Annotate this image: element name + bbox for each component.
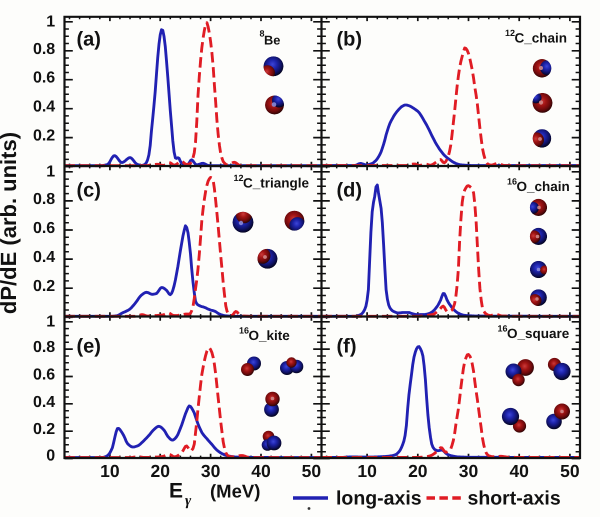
- svg-text:0.4: 0.4: [33, 99, 55, 116]
- svg-text:0.4: 0.4: [33, 249, 55, 266]
- svg-text:0.6: 0.6: [33, 70, 55, 87]
- svg-text:O_chain: O_chain: [517, 179, 570, 194]
- svg-text:40: 40: [251, 461, 271, 481]
- svg-text:20: 20: [151, 461, 171, 481]
- svg-text:0: 0: [46, 448, 55, 465]
- svg-text:long-axis: long-axis: [336, 488, 422, 510]
- svg-text:0.2: 0.2: [33, 278, 55, 295]
- svg-text:(MeV): (MeV): [210, 481, 260, 502]
- svg-text:0.2: 0.2: [33, 421, 55, 438]
- svg-text:50: 50: [560, 461, 580, 481]
- svg-text:1: 1: [46, 313, 55, 330]
- svg-text:30: 30: [459, 461, 479, 481]
- svg-text:40: 40: [509, 461, 529, 481]
- svg-text:0.2: 0.2: [33, 128, 55, 145]
- svg-text:0.8: 0.8: [33, 41, 55, 58]
- svg-text:(f): (f): [337, 335, 357, 357]
- svg-text:O_kite: O_kite: [249, 328, 291, 343]
- svg-text:(e): (e): [77, 335, 101, 357]
- svg-text:0.6: 0.6: [33, 220, 55, 237]
- svg-text:1: 1: [46, 13, 55, 30]
- svg-text:10: 10: [357, 461, 377, 481]
- svg-text:8: 8: [260, 29, 265, 39]
- svg-text:C_chain: C_chain: [515, 31, 568, 46]
- svg-text:1: 1: [46, 163, 55, 180]
- svg-text:12: 12: [505, 28, 515, 38]
- svg-text:30: 30: [201, 461, 221, 481]
- svg-text:50: 50: [302, 461, 322, 481]
- svg-text:(d): (d): [337, 180, 363, 202]
- svg-text:(b): (b): [337, 29, 363, 51]
- svg-text:16: 16: [507, 177, 517, 187]
- svg-text:20: 20: [408, 461, 428, 481]
- svg-text:C_triangle: C_triangle: [243, 176, 310, 191]
- svg-text:16: 16: [239, 326, 249, 336]
- svg-text:12: 12: [234, 173, 244, 183]
- svg-text:E: E: [169, 480, 183, 503]
- svg-text:γ: γ: [185, 493, 192, 509]
- svg-text:(c): (c): [77, 180, 101, 202]
- svg-text:0.8: 0.8: [33, 191, 55, 208]
- svg-text:(a): (a): [77, 29, 101, 51]
- svg-text:O_square: O_square: [507, 326, 570, 341]
- svg-text:0.4: 0.4: [33, 394, 55, 411]
- svg-text:10: 10: [100, 461, 120, 481]
- svg-text:16: 16: [498, 324, 508, 334]
- svg-text:0.8: 0.8: [33, 339, 55, 356]
- svg-text:dP/dE (arb. units): dP/dE (arb. units): [0, 132, 21, 314]
- svg-text:Be: Be: [264, 32, 280, 47]
- svg-text:short-axis: short-axis: [468, 488, 561, 510]
- svg-text:0.6: 0.6: [33, 366, 55, 383]
